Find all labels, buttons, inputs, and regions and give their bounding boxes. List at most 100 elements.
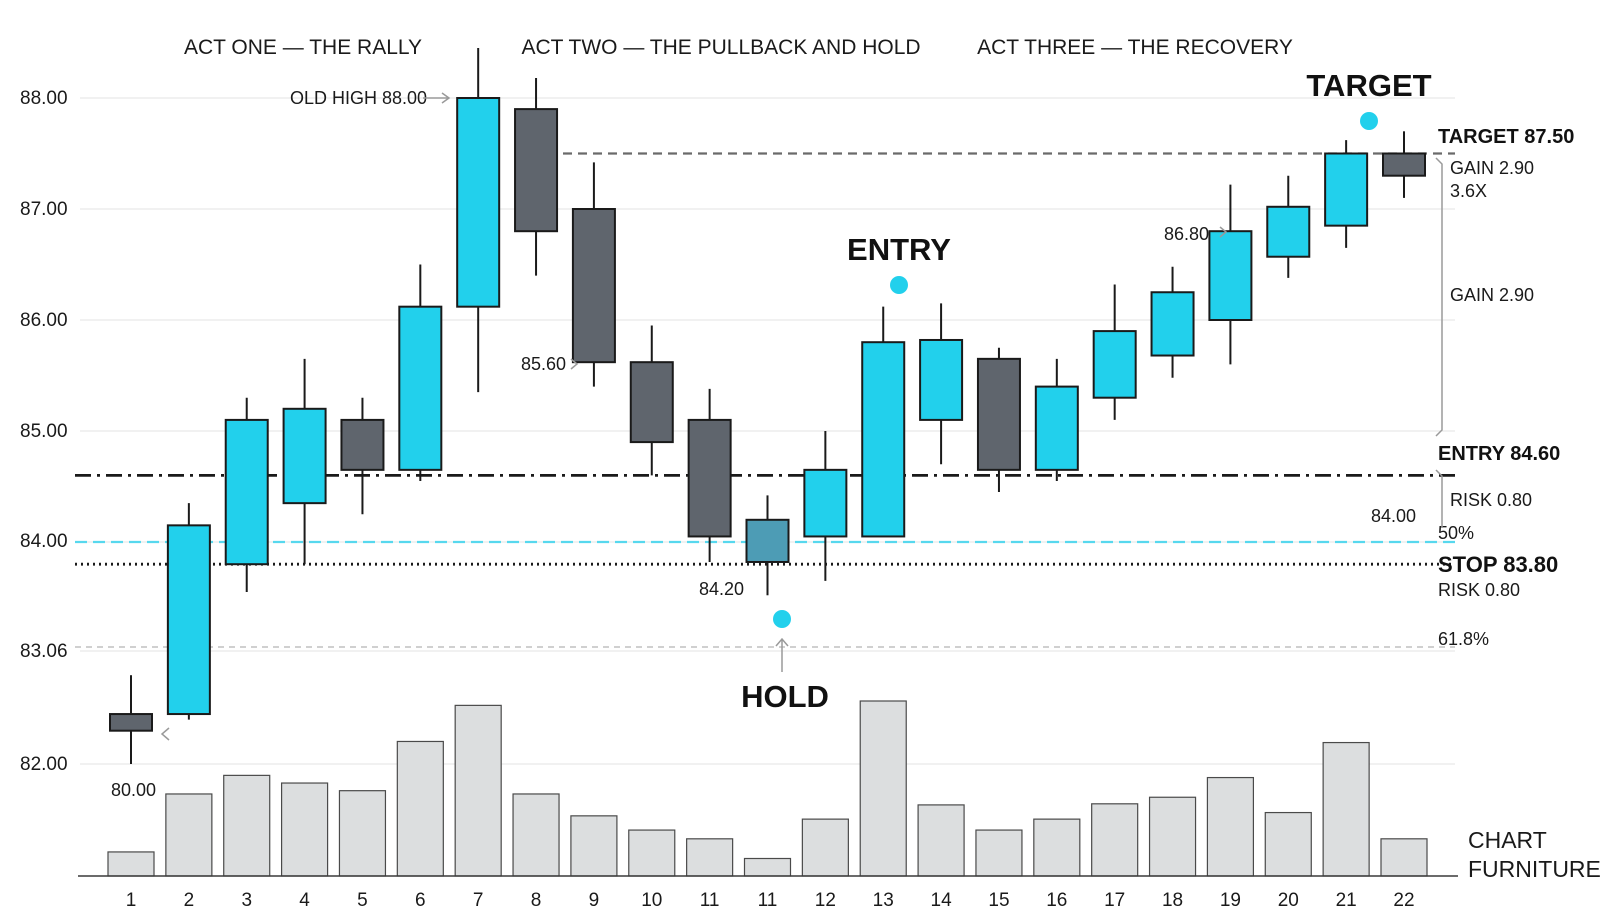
- volume-bar: [628, 829, 676, 877]
- candle: [1150, 266, 1195, 378]
- x-tick-label: 8: [531, 890, 542, 911]
- x-tick-label: 15: [988, 890, 1009, 911]
- p8420-annotation: 84.20: [699, 579, 744, 599]
- p8560-arrow: [570, 358, 579, 370]
- y-tick-label: 88.00: [20, 88, 68, 109]
- x-tick-label: 13: [873, 890, 894, 911]
- candle-body: [398, 305, 443, 471]
- volume-bar: [280, 782, 329, 877]
- y-tick-label: 85.00: [20, 421, 68, 442]
- candle: [1266, 175, 1311, 278]
- furniture-label-line1: CHART: [1468, 827, 1547, 853]
- volume-bar: [454, 704, 502, 877]
- hold-marker-label: HOLD: [741, 679, 829, 714]
- candle: [514, 78, 559, 276]
- hold-arrow: [775, 637, 789, 672]
- y-axis-tick-labels: 88.00 87.00 86.00 85.00 84.00 83.06 82.0…: [20, 88, 68, 775]
- x-tick-label: 5: [357, 890, 368, 911]
- candle-body: [745, 518, 790, 563]
- candle-body: [976, 357, 1021, 471]
- volume-bar: [1091, 803, 1139, 877]
- volume-bar: [165, 793, 213, 877]
- x-tick-label: 3: [241, 890, 252, 911]
- risk-top-note: RISK 0.80: [1450, 490, 1532, 510]
- x-tick-label: 16: [1046, 890, 1067, 911]
- x-tick-label: 9: [589, 890, 600, 911]
- candles: [109, 48, 1426, 764]
- volume-bar: [801, 818, 849, 877]
- target-marker-dot: [1360, 112, 1378, 130]
- candle-body: [919, 338, 964, 421]
- candle-body: [571, 208, 616, 364]
- fib50-level-label: 50%: [1438, 523, 1474, 543]
- y-tick-label: 86.00: [20, 310, 68, 331]
- candle-body: [109, 713, 153, 732]
- volume-bar: [1264, 811, 1312, 877]
- p8680-arrow: [1219, 226, 1228, 238]
- risk-bottom-note: RISK 0.80: [1438, 580, 1520, 600]
- candle: [282, 358, 327, 565]
- low-80-arrow: [160, 727, 170, 741]
- x-tick-label: 11: [758, 890, 778, 911]
- y-tick-label: 84.00: [20, 531, 68, 552]
- x-tick-label: 7: [473, 890, 484, 911]
- old-high-arrow: [423, 92, 451, 104]
- furniture-label-line2: FURNITURE: [1468, 856, 1600, 882]
- candle-body: [456, 97, 501, 308]
- volume-bar: [917, 804, 965, 877]
- candle-body: [1266, 205, 1311, 258]
- volume-bar: [686, 838, 734, 877]
- candle: [1092, 284, 1137, 420]
- candle: [745, 495, 790, 596]
- candle-body: [166, 524, 211, 716]
- x-tick-label: 14: [931, 890, 953, 911]
- candle: [629, 325, 674, 476]
- volume-bar: [1206, 776, 1255, 877]
- candle-body: [514, 108, 559, 233]
- volume-bar: [512, 793, 560, 877]
- volume-bar: [1033, 818, 1081, 877]
- p8680-annotation: 86.80: [1164, 224, 1209, 244]
- candle: [1324, 140, 1369, 248]
- candle: [224, 397, 269, 592]
- candle: [919, 303, 964, 465]
- act-two-label: ACT TWO — THE PULLBACK AND HOLD: [521, 36, 920, 59]
- entry-level-label: ENTRY 84.60: [1438, 443, 1560, 465]
- candle: [1382, 131, 1426, 198]
- old-high-annotation: OLD HIGH 88.00: [290, 88, 427, 108]
- entry-marker-dot: [890, 276, 908, 294]
- candle-body: [1382, 152, 1426, 177]
- volume-bars: [78, 700, 1458, 877]
- candle: [166, 503, 211, 720]
- y-tick-label: 87.00: [20, 199, 68, 220]
- volume-bar: [338, 790, 387, 877]
- volume-bar: [223, 774, 271, 877]
- ratio-note: 3.6X: [1450, 181, 1487, 201]
- x-tick-label: 1: [126, 890, 137, 911]
- act-three-label: ACT THREE — THE RECOVERY: [977, 36, 1293, 59]
- candle-body: [1324, 152, 1369, 227]
- fib50-value-note: 84.00: [1371, 506, 1416, 526]
- x-tick-label: 11: [700, 890, 720, 911]
- hold-marker-dot: [773, 610, 791, 628]
- volume-bar: [396, 740, 444, 877]
- candle: [976, 347, 1021, 493]
- gain-mid-note: GAIN 2.90: [1450, 285, 1534, 305]
- volume-bar: [570, 815, 618, 877]
- candle-body: [1208, 230, 1253, 321]
- y-tick-label: 83.06: [20, 641, 68, 662]
- gain-top-note: GAIN 2.90: [1450, 158, 1534, 178]
- candle-body: [1092, 330, 1137, 399]
- volume-bar: [743, 857, 792, 877]
- price-levels: [75, 152, 1455, 648]
- volume-bar: [1148, 796, 1197, 877]
- candle: [803, 431, 848, 581]
- candle: [687, 388, 732, 562]
- x-tick-label: 4: [299, 890, 310, 911]
- candle: [340, 397, 385, 515]
- x-tick-label: 2: [184, 890, 195, 911]
- x-axis-tick-labels: 1 2 3 4 5 6 7 8 9 10 11 11 12 13 14 15 16 17 18 19 20 21 22: [126, 890, 1415, 911]
- x-tick-label: 17: [1104, 890, 1125, 911]
- candle: [861, 306, 906, 538]
- volume-bar: [975, 829, 1023, 877]
